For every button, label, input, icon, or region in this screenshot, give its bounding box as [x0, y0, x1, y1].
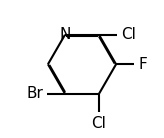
Text: N: N [59, 27, 71, 42]
Text: F: F [138, 57, 147, 72]
Text: Br: Br [26, 86, 43, 101]
Text: Cl: Cl [92, 116, 106, 131]
Text: Cl: Cl [121, 27, 136, 42]
